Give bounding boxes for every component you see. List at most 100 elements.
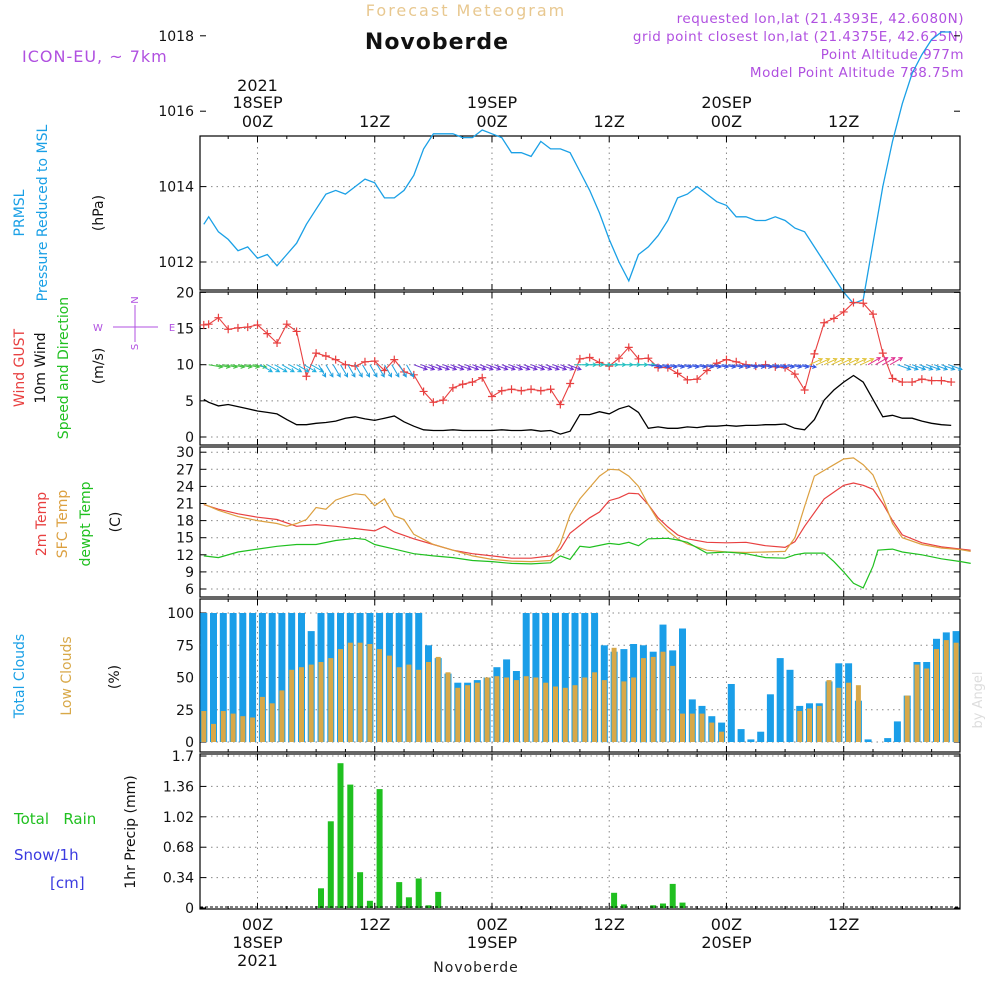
rain-bar — [376, 789, 383, 908]
gust-point — [263, 329, 272, 338]
gust-point — [321, 352, 330, 361]
low-cloud-bar — [689, 713, 695, 742]
rain-bar — [660, 903, 666, 908]
low-cloud-bar — [826, 680, 832, 742]
gust-point — [351, 362, 360, 371]
wind-direction-arrow-icon — [867, 357, 882, 366]
gust-point — [429, 398, 438, 407]
y-tick-label: 20 — [176, 285, 194, 301]
pressure-panel: 1012 1014 1016 1018 — [158, 29, 961, 305]
wind-direction-arrow-icon — [889, 357, 904, 366]
rain-bar — [620, 904, 627, 908]
gust-point — [683, 375, 692, 384]
dewpt-line — [203, 537, 971, 589]
low-cloud-bar — [357, 642, 363, 742]
top-hour-label: 12Z — [594, 112, 625, 131]
panel-frame — [199, 753, 961, 910]
low-cloud-bar — [904, 695, 910, 742]
total-cloud-bar — [884, 738, 892, 742]
low-cloud-bar — [562, 687, 568, 742]
low-cloud-bar — [396, 667, 402, 742]
gust-point — [497, 386, 506, 395]
rain-bar — [679, 902, 686, 908]
wind-direction-arrow-icon — [516, 364, 531, 371]
gust-point — [282, 320, 291, 329]
wind-direction-arrow-icon — [941, 364, 956, 371]
gust-point — [233, 323, 242, 332]
wind-direction-arrow-icon — [552, 364, 568, 371]
rain-bar — [347, 784, 354, 908]
model-name: ICON-EU, ~ 7km — [22, 47, 168, 66]
gust-point — [224, 325, 233, 334]
wind-direction-arrow-icon — [904, 364, 919, 371]
pressure-label-prmsl: PRMSL — [12, 189, 28, 236]
watermark: by Angel — [971, 671, 986, 728]
total-cloud-bar — [786, 669, 794, 742]
low-cloud-bar — [943, 640, 949, 742]
low-cloud-bar — [289, 669, 295, 742]
gust-point — [927, 376, 936, 385]
wind-direction-arrow-icon — [435, 364, 450, 371]
gust-point — [937, 376, 946, 385]
wind-direction-arrow-icon — [860, 358, 875, 366]
gust-point — [829, 314, 838, 323]
gust-point — [624, 343, 633, 352]
y-tick-label: 25 — [176, 703, 194, 719]
low-cloud-bar — [592, 672, 598, 742]
bottom-hour-label: 00Z — [711, 915, 742, 934]
low-cloud-bar — [465, 685, 471, 742]
wind-direction-arrow-icon — [428, 364, 443, 371]
temp-label-dewpt: dewpt Temp — [78, 481, 94, 566]
wind-direction-arrow-icon — [398, 364, 407, 378]
low-cloud-bar — [250, 717, 256, 742]
wind-direction-arrow-icon — [413, 364, 428, 371]
low-cloud-bar — [455, 687, 461, 742]
rain-bar — [396, 882, 403, 908]
low-cloud-bar — [914, 664, 920, 742]
y-tick-label: 21 — [176, 497, 194, 513]
wind-direction-arrow-icon — [325, 364, 334, 378]
compass-east: E — [169, 323, 175, 334]
low-cloud-bar — [670, 665, 676, 742]
y-tick-label: 1012 — [158, 255, 194, 271]
total-cloud-bar — [893, 721, 901, 742]
top-hour-label: 12Z — [828, 112, 859, 131]
gust-point — [859, 299, 868, 308]
y-tick-label: 12 — [176, 548, 194, 564]
gust-point — [820, 318, 829, 327]
gust-point — [199, 320, 208, 329]
temp-label-2m: 2m Temp — [34, 492, 50, 556]
total-cloud-bar — [679, 628, 686, 742]
total-cloud-bar — [268, 613, 276, 742]
wind-direction-arrow-icon — [816, 358, 831, 366]
low-cloud-bar — [299, 667, 304, 742]
wind-unit: (m/s) — [91, 348, 107, 385]
wind-direction-arrow-icon — [911, 364, 927, 371]
bottom-hour-label: 12Z — [359, 915, 390, 934]
point-altitude: Point Altitude 977m — [821, 47, 964, 63]
wind-direction-arrow-icon — [340, 364, 348, 378]
y-tick-label: 0.68 — [163, 840, 194, 856]
gust-point — [527, 385, 536, 394]
gust-point — [370, 357, 379, 366]
y-tick-label: 10 — [176, 358, 194, 374]
gust-point — [790, 370, 799, 379]
total-cloud-bar — [757, 731, 765, 742]
low-cloud-bar — [533, 677, 539, 742]
gust-point — [644, 354, 653, 363]
wind-label-gust: Wind GUST — [12, 328, 28, 407]
precip-panel-labels: Total Rain Snow/1h [cm] 1hr Precip (mm) — [13, 775, 139, 892]
low-cloud-bar — [924, 668, 930, 742]
sfc-temp-line — [203, 457, 971, 563]
total-cloud-bar — [747, 739, 755, 742]
low-cloud-bar — [426, 662, 431, 742]
footer-location: Novoberde — [433, 960, 518, 976]
low-cloud-bar — [406, 664, 412, 742]
gust-point — [585, 353, 594, 362]
total-cloud-bar — [737, 729, 745, 742]
gust-point — [400, 367, 409, 376]
low-cloud-bar — [660, 651, 666, 742]
gust-point — [448, 383, 457, 392]
